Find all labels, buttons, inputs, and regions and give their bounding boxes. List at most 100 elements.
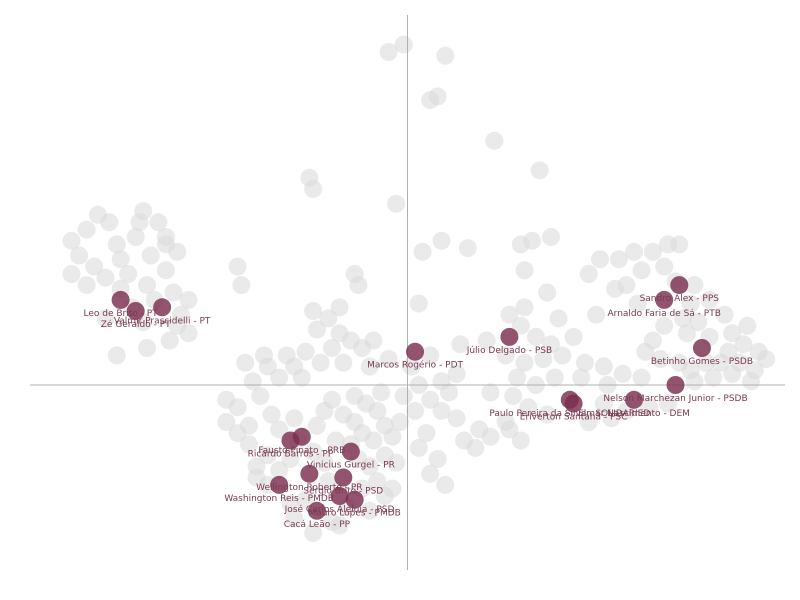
background-point xyxy=(243,372,262,391)
background-point xyxy=(141,246,160,265)
background-point xyxy=(402,357,421,376)
background-point xyxy=(107,235,126,254)
background-point xyxy=(360,501,379,520)
background-point xyxy=(387,194,406,213)
highlighted-point[interactable] xyxy=(153,298,172,317)
highlighted-point[interactable] xyxy=(300,464,319,483)
highlighted-point[interactable] xyxy=(406,342,425,361)
background-point xyxy=(406,401,425,420)
background-point xyxy=(602,409,621,428)
background-point xyxy=(88,205,107,224)
highlighted-point[interactable] xyxy=(281,431,300,450)
background-point xyxy=(228,398,247,417)
highlighted-point[interactable] xyxy=(564,394,583,413)
background-point xyxy=(681,294,700,313)
highlighted-point[interactable] xyxy=(692,339,711,357)
point-label: Valmir Prascidelli - PT xyxy=(114,316,211,326)
background-point xyxy=(511,235,530,254)
background-point xyxy=(643,242,662,261)
background-point xyxy=(96,268,115,287)
background-point xyxy=(345,387,364,406)
highlighted-point[interactable] xyxy=(307,501,326,520)
point-label: Betinho Gomes - PSDB xyxy=(651,357,753,367)
background-point xyxy=(579,413,598,431)
highlighted-point[interactable] xyxy=(345,490,364,509)
highlighted-point[interactable] xyxy=(666,376,685,394)
background-point xyxy=(436,46,455,65)
background-point xyxy=(349,276,368,295)
background-point xyxy=(538,283,557,302)
background-point xyxy=(319,309,338,328)
background-point xyxy=(364,431,383,450)
background-point xyxy=(228,257,247,276)
background-points-layer xyxy=(62,35,776,542)
point-label: Marcos Rogério - PDT xyxy=(367,360,463,371)
background-point xyxy=(156,228,175,246)
background-point xyxy=(304,179,323,198)
background-point xyxy=(160,331,179,350)
background-point xyxy=(164,283,183,302)
background-point xyxy=(258,446,277,465)
highlighted-point[interactable] xyxy=(670,276,689,295)
background-point xyxy=(572,368,591,387)
background-point xyxy=(715,305,734,324)
highlighted-point[interactable] xyxy=(655,290,674,309)
background-point xyxy=(270,368,289,387)
point-label: Elmar Nascimento - DEM xyxy=(578,409,690,419)
background-point xyxy=(323,390,341,409)
highlighted-point[interactable] xyxy=(500,327,519,346)
background-point xyxy=(307,416,326,435)
highlighted-point[interactable] xyxy=(270,475,289,494)
background-point xyxy=(304,302,323,320)
background-point xyxy=(696,353,715,372)
highlighted-point[interactable] xyxy=(625,390,643,409)
background-point xyxy=(500,420,519,439)
background-point xyxy=(130,213,149,232)
highlighted-point[interactable] xyxy=(111,290,130,309)
point-label: Wellington Roberto - PR xyxy=(256,483,362,493)
background-point xyxy=(270,461,289,480)
background-point xyxy=(126,228,145,246)
background-point xyxy=(632,261,651,280)
highlighted-point[interactable] xyxy=(334,468,353,487)
background-point xyxy=(481,383,500,402)
background-point xyxy=(179,290,198,309)
background-point xyxy=(700,290,719,309)
background-point xyxy=(360,357,379,376)
background-point xyxy=(296,490,315,509)
background-point xyxy=(428,87,447,106)
background-point xyxy=(613,364,632,383)
background-point xyxy=(149,213,168,232)
highlighted-point[interactable] xyxy=(126,302,145,320)
background-point xyxy=(507,368,526,387)
background-point xyxy=(62,231,81,250)
background-point xyxy=(217,413,236,431)
highlighted-points-layer xyxy=(111,276,711,520)
background-point xyxy=(70,246,89,265)
background-point xyxy=(526,327,545,346)
highlighted-point[interactable] xyxy=(330,487,349,505)
background-point xyxy=(304,524,323,542)
background-point xyxy=(447,364,466,383)
background-point xyxy=(138,276,157,295)
background-point xyxy=(504,387,523,406)
background-point xyxy=(360,457,379,476)
background-point xyxy=(655,316,674,335)
background-point xyxy=(330,298,349,317)
background-point xyxy=(734,335,753,354)
background-point xyxy=(417,424,436,443)
background-point xyxy=(609,250,628,269)
background-point xyxy=(511,316,530,335)
background-point xyxy=(677,324,696,343)
background-point xyxy=(685,372,704,391)
background-point xyxy=(421,464,440,483)
point-label: José Carlos Aleluia - PSD xyxy=(284,504,395,515)
background-point xyxy=(723,324,742,343)
background-point xyxy=(394,35,413,54)
background-point xyxy=(643,331,662,350)
point-label: Sérgio Brito - PSD xyxy=(303,486,383,497)
point-label: Nelson Marchezan Junior - PSDB xyxy=(603,394,747,404)
highlighted-point[interactable] xyxy=(341,442,360,461)
